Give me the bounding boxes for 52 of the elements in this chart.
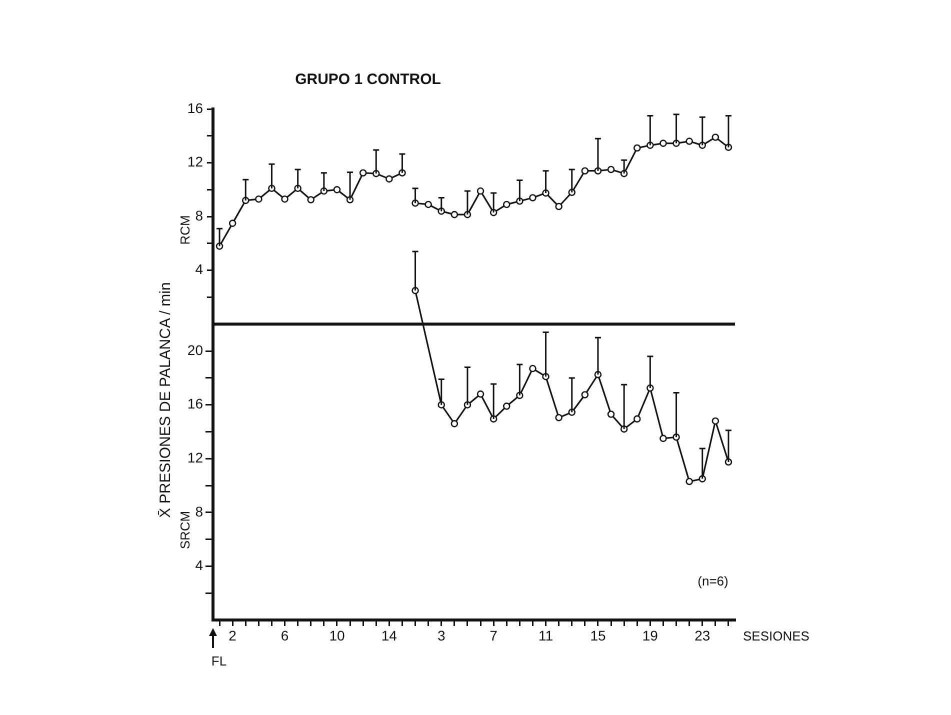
point	[555, 414, 562, 422]
y-tick-label: 8	[195, 207, 204, 224]
point	[529, 194, 536, 202]
point	[660, 434, 667, 442]
point	[424, 200, 432, 208]
text: X̄ PRESIONES DE PALANCA / min	[157, 282, 174, 518]
x-tick-label: 7	[490, 627, 498, 644]
point	[228, 220, 236, 227]
x-tick-label: 2	[228, 627, 237, 644]
point	[502, 200, 510, 208]
point	[307, 196, 315, 204]
x-tick-label: 10	[329, 627, 345, 644]
x-tick-label: 14	[381, 627, 398, 644]
text: RCM	[178, 215, 193, 245]
point	[633, 144, 641, 152]
y-tick-label: 12	[187, 154, 204, 170]
point	[476, 187, 484, 195]
point	[281, 195, 288, 203]
point	[633, 415, 641, 423]
y-tick-label: 16	[187, 100, 204, 116]
x-tick-label: 3	[437, 627, 446, 644]
point	[660, 140, 667, 147]
point	[607, 410, 615, 418]
chart-title: GRUPO 1 CONTROL	[295, 71, 441, 88]
x-tick-label: 15	[590, 627, 606, 644]
point	[686, 478, 693, 486]
point	[333, 186, 341, 194]
x-tick-label: 23	[694, 627, 710, 644]
point	[450, 420, 458, 428]
point	[386, 175, 393, 183]
point	[502, 402, 510, 410]
point	[581, 167, 589, 175]
text: FL	[211, 654, 227, 669]
point	[712, 417, 720, 425]
y2-tick-label: 20	[187, 342, 204, 358]
point	[555, 202, 562, 210]
text: SRCM	[178, 510, 193, 550]
point	[476, 390, 484, 398]
annotation: (n=6)	[698, 574, 728, 589]
point	[255, 195, 262, 203]
point	[686, 138, 693, 145]
x-tick-label: 11	[538, 627, 554, 644]
point	[712, 134, 720, 141]
y-tick-label: 4	[195, 261, 204, 278]
point	[450, 210, 458, 218]
point	[607, 166, 615, 174]
x-tick-label: 19	[642, 627, 658, 644]
x-axis-title: SESIONES	[743, 628, 810, 644]
point	[529, 364, 536, 372]
x-tick-label: 6	[280, 627, 289, 644]
point	[359, 169, 367, 177]
point	[581, 391, 589, 398]
